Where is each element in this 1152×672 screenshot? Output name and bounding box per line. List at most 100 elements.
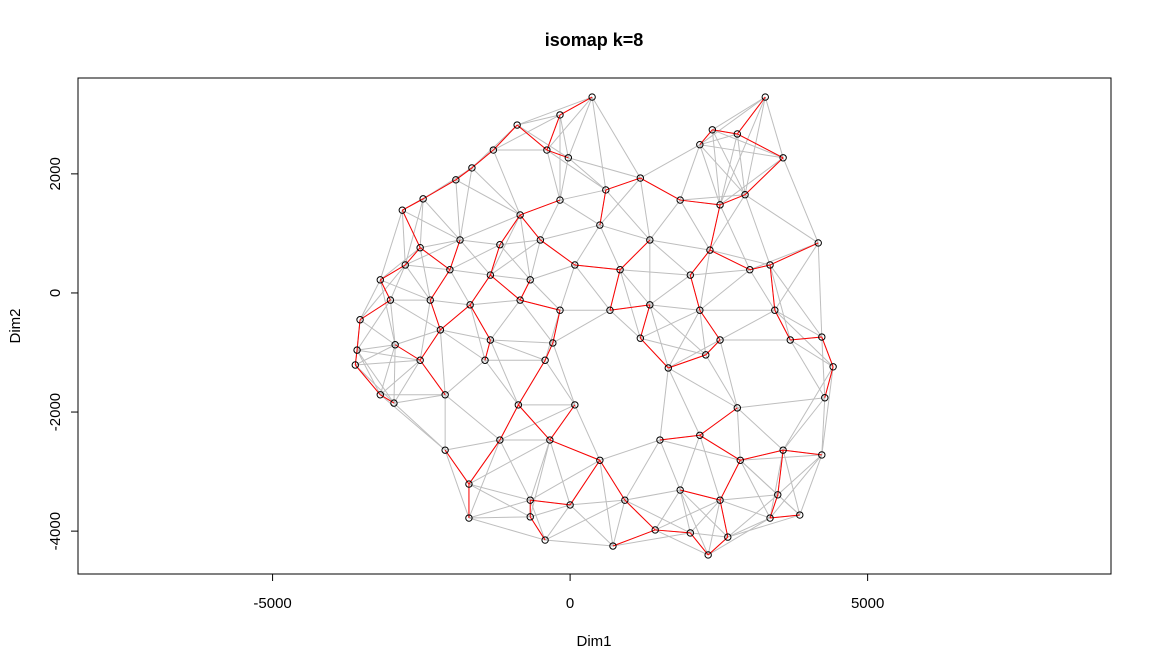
point [416,243,424,252]
graph-edge [649,239,691,276]
point [686,529,695,537]
tree-edge [769,494,779,519]
point [588,93,596,101]
graph-edge [544,504,571,541]
graph-edge [668,339,721,369]
graph-edge [559,189,606,201]
graph-edge [356,299,391,351]
graph-edge [559,157,569,201]
tree-edge [492,124,518,151]
graph-edge [769,450,784,519]
tree-edge [449,239,461,270]
tree-edge [404,247,421,266]
tree-edge [380,394,395,404]
y-axis-label: Dim2 [7,308,24,343]
graph-edge [679,435,701,491]
point [596,221,604,229]
point [556,196,564,204]
graph-edge [517,114,561,126]
point [486,271,495,279]
point [514,401,523,409]
graph-edge [744,194,819,244]
tree-edge [744,157,784,196]
graph-edge [659,439,741,461]
graph-edge [705,354,738,409]
tree-edge [429,299,441,331]
tree-edge [490,274,521,301]
graph-edge [468,439,551,485]
graph-edge [739,459,801,516]
graph-edge [719,309,776,341]
graph-edge [790,339,834,368]
point [733,404,742,412]
tree-edge [599,189,607,226]
point [636,334,645,342]
graph-edge [389,264,406,301]
graph-edge [782,397,826,451]
graph-edge [440,329,491,341]
tree-edge [609,304,650,311]
graph-edge [468,516,531,519]
point [526,513,534,521]
graph-edge [519,299,554,344]
tree-edge [769,264,776,311]
graph-edge [419,198,424,248]
graph-edge [570,499,625,506]
tree-edge [394,344,421,361]
point [571,261,579,269]
graph-edge [569,504,614,547]
tree-edge [419,329,441,361]
graph-edge [736,133,746,195]
graph-edge [769,454,823,519]
graph-edge [712,96,766,131]
graph-edge [379,279,396,345]
graph-edge [640,309,701,339]
point [516,211,524,219]
tree-edge [824,366,834,398]
x-tick-label: -5000 [253,595,291,612]
point [481,356,489,364]
graph-edge [782,157,819,244]
graph-edge [356,349,421,361]
tree-edge [379,279,391,301]
graph-edge [468,499,531,519]
graph-edge [359,264,406,321]
graph-edge [719,157,784,206]
graph-edge [624,499,691,534]
graph-edge [739,460,771,519]
graph-edge [544,359,576,406]
graph-edge [612,532,691,547]
point [536,236,545,244]
point [716,336,724,344]
graph-edge [357,344,396,351]
tree-edge [519,279,531,301]
point [376,391,384,399]
graph-edge [440,329,486,361]
point [398,206,407,214]
graph-edge [667,309,701,369]
tree-edge [777,450,784,495]
point [566,501,574,509]
tree-edge [469,304,491,341]
tree-edge [659,434,700,441]
graph-edge [404,264,431,301]
tree-edge [499,404,519,441]
point [391,341,399,349]
tree-edge [546,114,561,151]
graph-edge [393,344,396,404]
tree-edge [354,350,358,366]
graph-edge [711,129,721,205]
point [446,266,454,274]
graph-edge [529,439,551,501]
graph-edge [546,96,593,151]
graph-edge [567,157,607,191]
graph-edge [727,494,779,538]
graph-edge [744,96,766,195]
graph-edge [490,239,541,276]
tree-edge [624,499,656,531]
graph-edge [619,269,651,306]
point [416,356,424,364]
point [401,261,409,269]
tree-edge [419,359,446,396]
graph-edge [459,167,473,241]
